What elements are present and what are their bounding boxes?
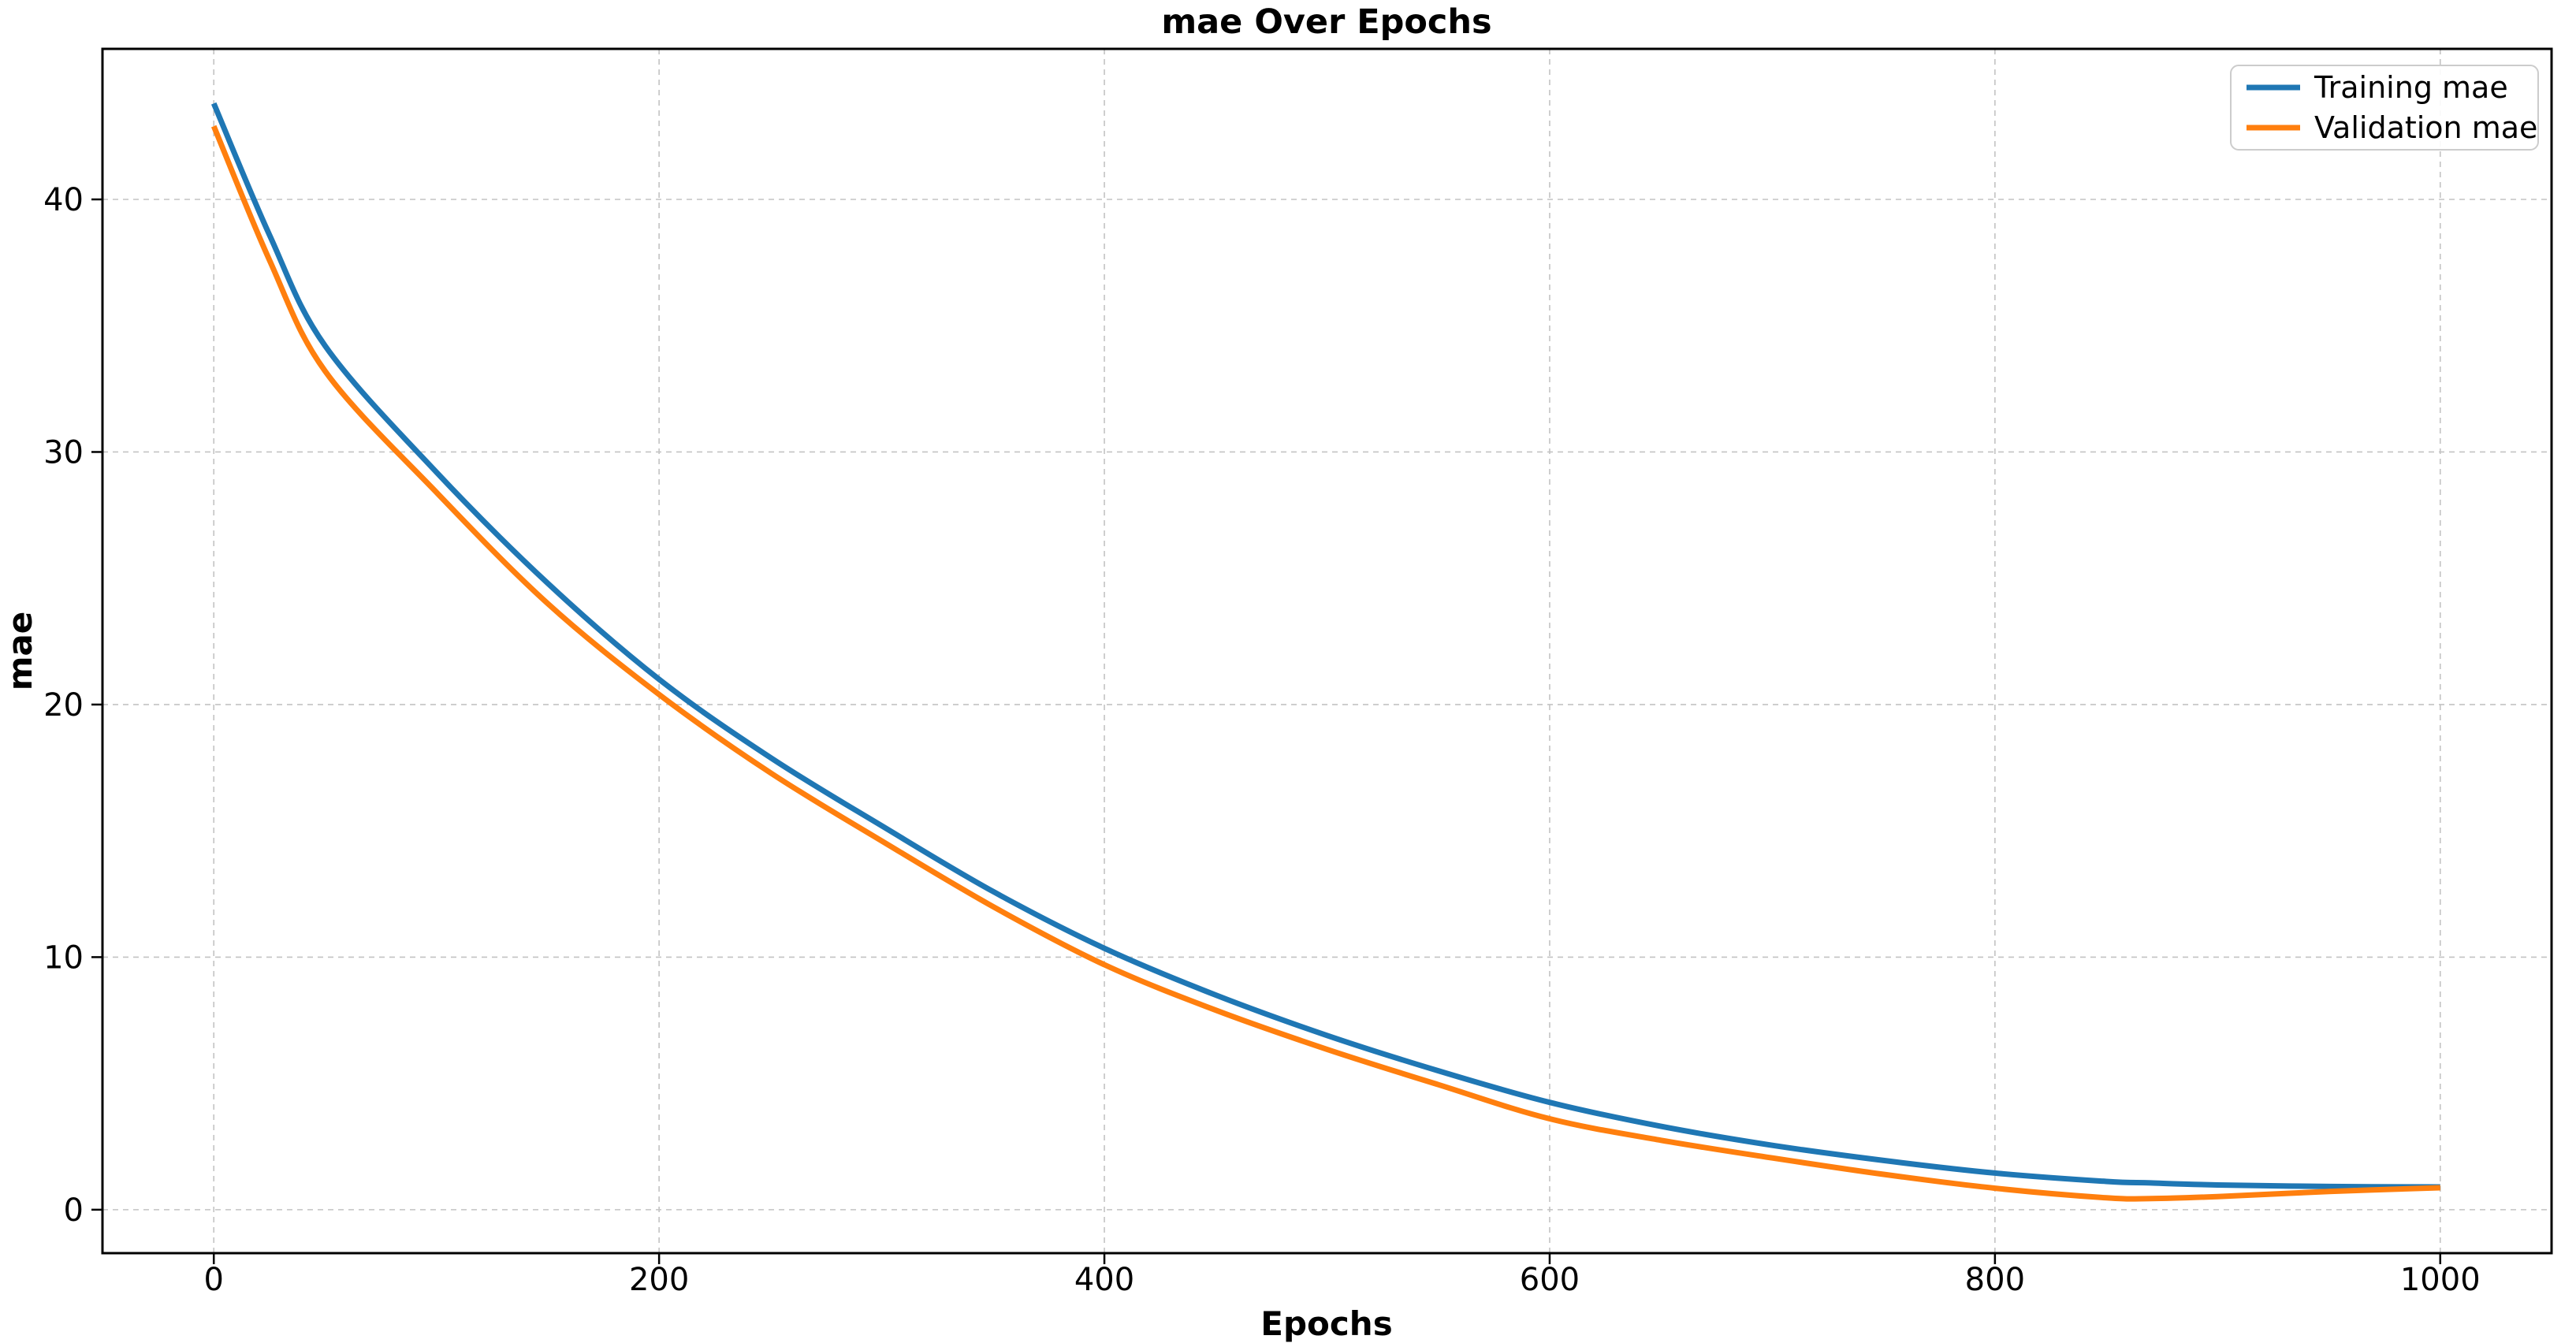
x-tick-label-400: 400: [1074, 1262, 1134, 1298]
x-tick-label-1000: 1000: [2400, 1262, 2481, 1298]
chart-title: mae Over Epochs: [1161, 2, 1491, 42]
x-tick-label-0: 0: [204, 1262, 224, 1298]
x-tick-label-800: 800: [1965, 1262, 2025, 1298]
grid-layer: [102, 49, 2552, 1253]
training-mae-line: [210, 102, 2440, 1190]
y-tick-label-10: 10: [43, 939, 84, 976]
axes-layer: [101, 47, 2553, 1255]
legend-label-training-mae: Training mae: [2314, 70, 2508, 105]
validation-mae-line: [210, 125, 2440, 1202]
y-tick-label-30: 30: [43, 434, 84, 471]
plot-border: [101, 47, 2553, 1255]
legend-label-validation-mae: Validation mae: [2314, 110, 2537, 145]
legend: Training mae Validation mae: [2230, 65, 2539, 151]
tick-layer: 0 200 400 600 800 1000 0 10 20 30 40: [43, 182, 2481, 1298]
legend-box: [2230, 65, 2539, 151]
x-tick-label-600: 600: [1520, 1262, 1580, 1298]
series-layer: [210, 102, 2440, 1202]
y-tick-label-0: 0: [64, 1192, 84, 1229]
y-tick-label-40: 40: [43, 182, 84, 218]
x-tick-label-200: 200: [629, 1262, 689, 1298]
y-tick-label-20: 20: [43, 687, 84, 724]
x-axis-label: Epochs: [1260, 1304, 1392, 1343]
y-axis-label: mae: [1, 612, 39, 691]
